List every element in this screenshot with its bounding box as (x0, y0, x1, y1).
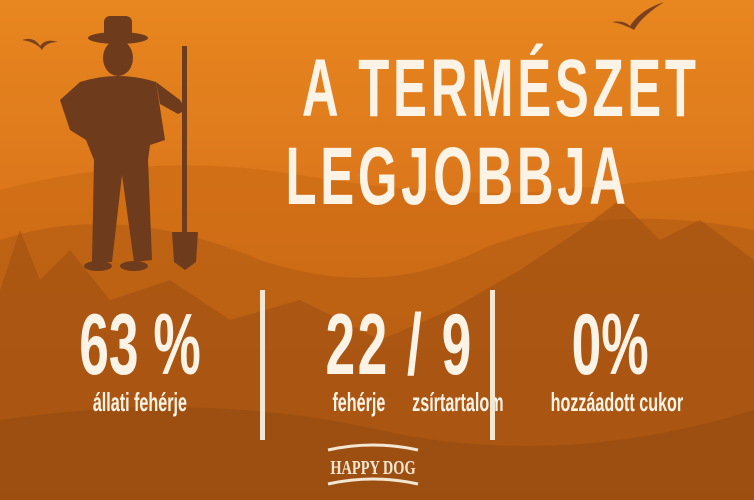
svg-text:HAPPY DOG: HAPPY DOG (330, 456, 416, 479)
stat-protein-fat: 22 / 9 fehérje zsírtartalom (280, 302, 503, 417)
stat-label: hozzáadott cukor (550, 387, 684, 417)
stat-added-sugar: 0% hozzáadott cukor (510, 302, 710, 416)
stat-animal-protein: 63 % állati fehérje (40, 302, 240, 416)
stat-value: 0% (571, 297, 649, 393)
headline-line-2: LEGJOBBJA (285, 131, 630, 222)
divider (490, 290, 495, 440)
separator: / (407, 297, 425, 393)
protein-value: 22 (325, 297, 390, 393)
fat-label: zsírtartalom (412, 387, 504, 417)
fat-value: 9 (441, 297, 474, 393)
stat-label: állati fehérje (92, 387, 188, 417)
happy-dog-logo: HAPPY DOG (318, 440, 428, 490)
stat-value: 63 % (79, 297, 201, 393)
bird-icon (22, 2, 664, 50)
protein-label: fehérje (332, 387, 386, 417)
farmer-with-shovel-icon (60, 16, 198, 271)
headline-line-1: A TERMÉSZET (301, 43, 700, 134)
divider (260, 290, 265, 440)
